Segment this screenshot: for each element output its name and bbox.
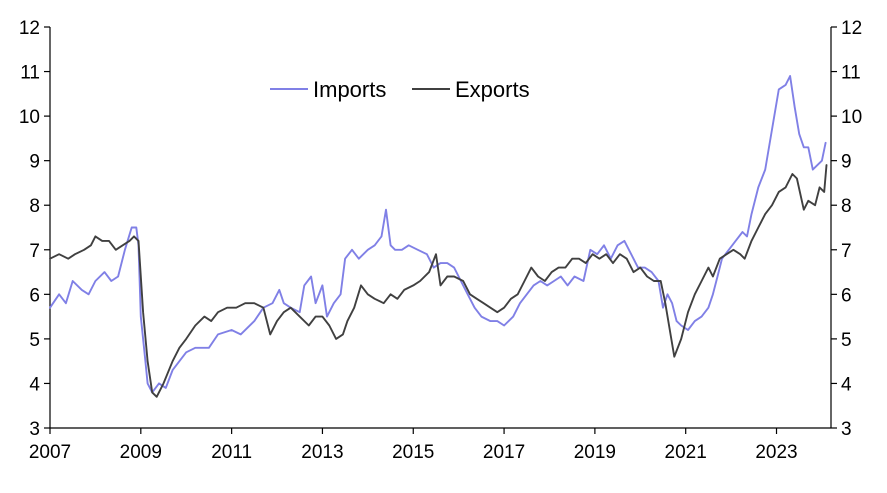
left-y-tick-label: 10 (19, 107, 40, 128)
right-y-tick-label: 11 (841, 63, 861, 84)
right-y-tick-label: 5 (841, 330, 852, 351)
series-line-exports (49, 164, 828, 398)
right-y-ticks: 3 4 5 6 7 8 9 10 11 12 (831, 18, 862, 440)
left-y-tick-label: 3 (29, 419, 40, 440)
left-y-tick-label: 9 (29, 152, 40, 173)
left-y-tick-label: 4 (29, 374, 40, 395)
left-y-tick-label: 6 (29, 285, 40, 306)
right-y-tick-label: 8 (841, 196, 852, 217)
axes (49, 27, 832, 429)
left-y-tick-label: 5 (29, 330, 40, 351)
series-layer (49, 75, 828, 398)
legend: Imports Exports (270, 77, 530, 102)
x-tick-label: 2023 (755, 442, 797, 463)
right-y-tick-label: 6 (841, 285, 852, 306)
legend-label-imports: Imports (313, 77, 386, 102)
right-y-tick-label: 4 (841, 374, 852, 395)
right-y-tick-label: 12 (841, 18, 862, 39)
right-y-tick-label: 3 (841, 419, 852, 440)
right-y-tick-label: 9 (841, 152, 852, 173)
left-y-tick-label: 7 (29, 241, 40, 262)
legend-label-exports: Exports (455, 77, 530, 102)
left-y-tick-label: 8 (29, 196, 40, 217)
x-tick-label: 2007 (29, 442, 71, 463)
left-y-tick-label: 11 (20, 63, 40, 84)
x-tick-label: 2017 (483, 442, 525, 463)
x-ticks: 2007 2009 2011 2013 2015 2017 2019 2021 2023 (29, 428, 798, 463)
right-y-tick-label: 7 (841, 241, 852, 262)
x-tick-label: 2011 (211, 442, 252, 463)
series-line-imports (49, 75, 827, 394)
x-tick-label: 2019 (574, 442, 616, 463)
x-tick-label: 2015 (392, 442, 434, 463)
left-y-ticks: 3 4 5 6 7 8 9 10 11 12 (19, 18, 50, 440)
x-tick-label: 2013 (301, 442, 343, 463)
x-tick-label: 2021 (665, 442, 707, 463)
x-tick-label: 2009 (120, 442, 162, 463)
right-y-tick-label: 10 (841, 107, 862, 128)
left-y-tick-label: 12 (19, 18, 40, 39)
